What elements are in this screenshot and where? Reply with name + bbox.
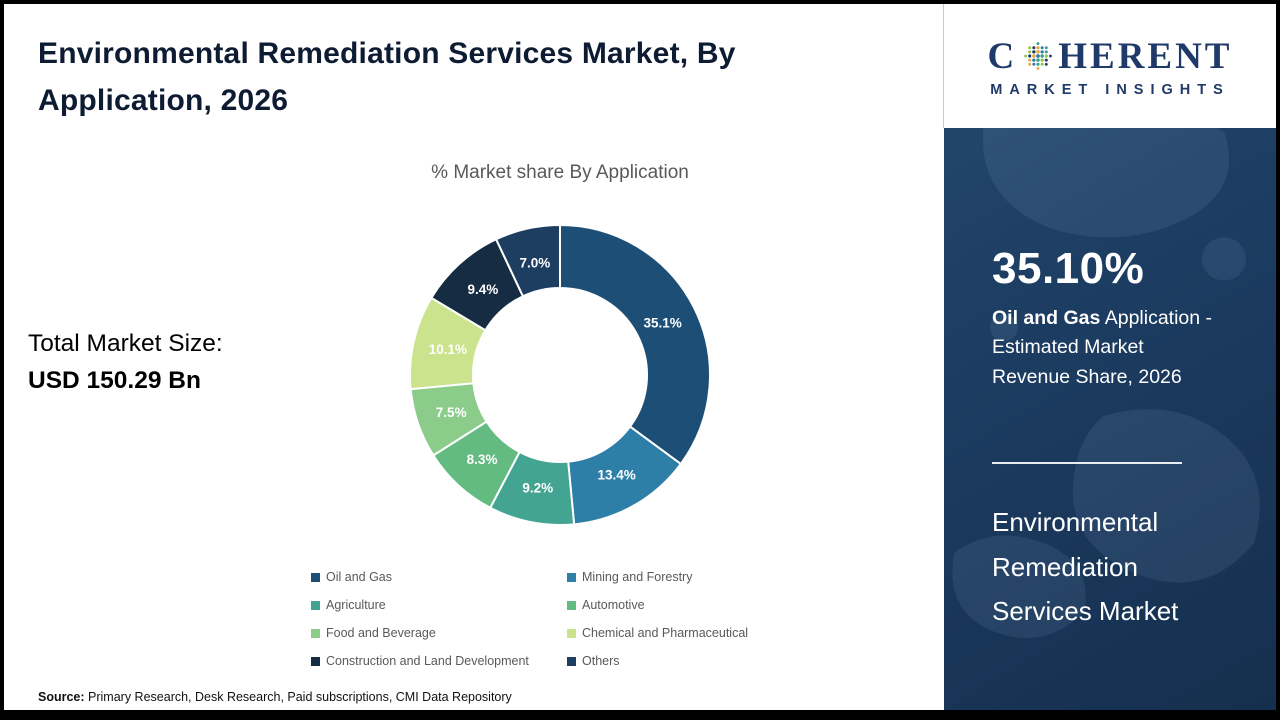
legend-label: Chemical and Pharmaceutical (582, 626, 749, 640)
legend-item-automotive: Automotive (567, 598, 791, 612)
legend-swatch (311, 572, 320, 582)
brand-logo: C HERENT MARKET INSIGHTS (943, 4, 1276, 128)
total-market-size: Total Market Size: USD 150.29 Bn (28, 330, 223, 395)
donut-chart: 35.1% 13.4% 9.2% 8.3% 7.5% 10.1% 9.4% 7.0% (409, 223, 711, 526)
slice-label-mining-and-forestry: 13.4% (598, 468, 636, 483)
logo-wordmark: HERENT (1058, 35, 1233, 77)
legend-label: Mining and Forestry (582, 570, 693, 584)
legend-item-others: Others (567, 654, 791, 668)
legend-item-construction-and-land-development: Construction and Land Development (311, 654, 567, 668)
legend-swatch (567, 572, 576, 582)
source-label: Source: (38, 690, 85, 704)
total-market-label: Total Market Size: (28, 330, 223, 357)
page-title: Environmental Remediation Services Marke… (38, 37, 736, 118)
legend-label: Oil and Gas (326, 570, 393, 584)
slice-label-construction-and-land-development: 9.4% (467, 282, 498, 297)
source-text: Primary Research, Desk Research, Paid su… (88, 690, 512, 704)
legend-swatch (311, 656, 320, 666)
slice-label-automotive: 8.3% (467, 452, 498, 467)
chart-title: % Market share By Application (431, 162, 689, 183)
legend-item-oil-and-gas: Oil and Gas (311, 570, 567, 584)
slice-label-others: 7.0% (520, 255, 551, 270)
globe-icon (1024, 42, 1053, 70)
highlight-stat-value: 35.10% (992, 244, 1145, 293)
divider-line (992, 462, 1182, 464)
donut-segment-others (494, 223, 561, 298)
slice-label-chemical-and-pharmaceutical: 10.1% (429, 342, 467, 357)
legend-label: Others (582, 654, 620, 668)
total-market-value: USD 150.29 Bn (28, 367, 201, 394)
legend-swatch (567, 656, 576, 666)
highlight-description: Oil and Gas Application - Estimated Mark… (992, 304, 1224, 392)
highlight-description-rest: Application - Estimated Market Revenue S… (992, 307, 1213, 388)
slice-label-agriculture: 9.2% (522, 480, 553, 495)
highlight-description-bold: Oil and Gas (992, 307, 1101, 329)
legend-item-chemical-and-pharmaceutical: Chemical and Pharmaceutical (567, 626, 791, 640)
legend-label: Construction and Land Development (326, 654, 529, 668)
slice-label-food-and-beverage: 7.5% (436, 405, 467, 420)
slice-label-oil-and-gas: 35.1% (643, 316, 681, 331)
legend-item-mining-and-forestry: Mining and Forestry (567, 570, 791, 584)
logo-subtitle: MARKET INSIGHTS (990, 81, 1230, 98)
legend-swatch (311, 628, 320, 638)
donut-segment-oil-and-gas (559, 223, 711, 466)
legend-item-agriculture: Agriculture (311, 598, 567, 612)
legend-swatch (311, 600, 320, 610)
legend-label: Agriculture (326, 598, 386, 612)
source-note: Source: Primary Research, Desk Research,… (38, 690, 512, 704)
chart-legend: Oil and Gas Mining and Forestry Agricultur… (311, 570, 791, 668)
logo-wordmark-row: C HERENT (988, 35, 1233, 78)
legend-label: Food and Beverage (326, 626, 436, 640)
sidebar-market-name: Environmental Remediation Services Marke… (992, 507, 1179, 627)
legend-item-food-and-beverage: Food and Beverage (311, 626, 567, 640)
legend-swatch (567, 628, 576, 638)
legend-label: Automotive (582, 598, 645, 612)
logo-letter-c: C (987, 35, 1018, 77)
legend-swatch (567, 600, 576, 610)
